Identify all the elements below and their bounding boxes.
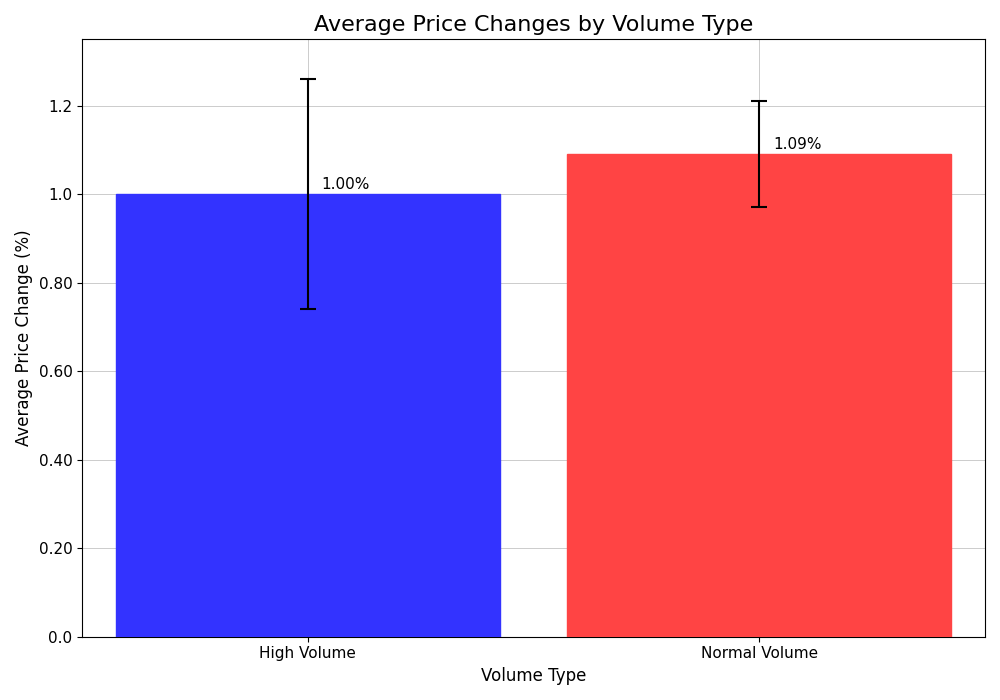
Bar [567, 155, 951, 637]
Y-axis label: Average Price Change (%): Average Price Change (%) [15, 230, 33, 447]
Text: 1.00%: 1.00% [321, 177, 370, 192]
Bar [116, 194, 500, 637]
X-axis label: Volume Type: Volume Type [481, 667, 586, 685]
Text: 1.09%: 1.09% [773, 137, 821, 152]
Title: Average Price Changes by Volume Type: Average Price Changes by Volume Type [314, 15, 753, 35]
